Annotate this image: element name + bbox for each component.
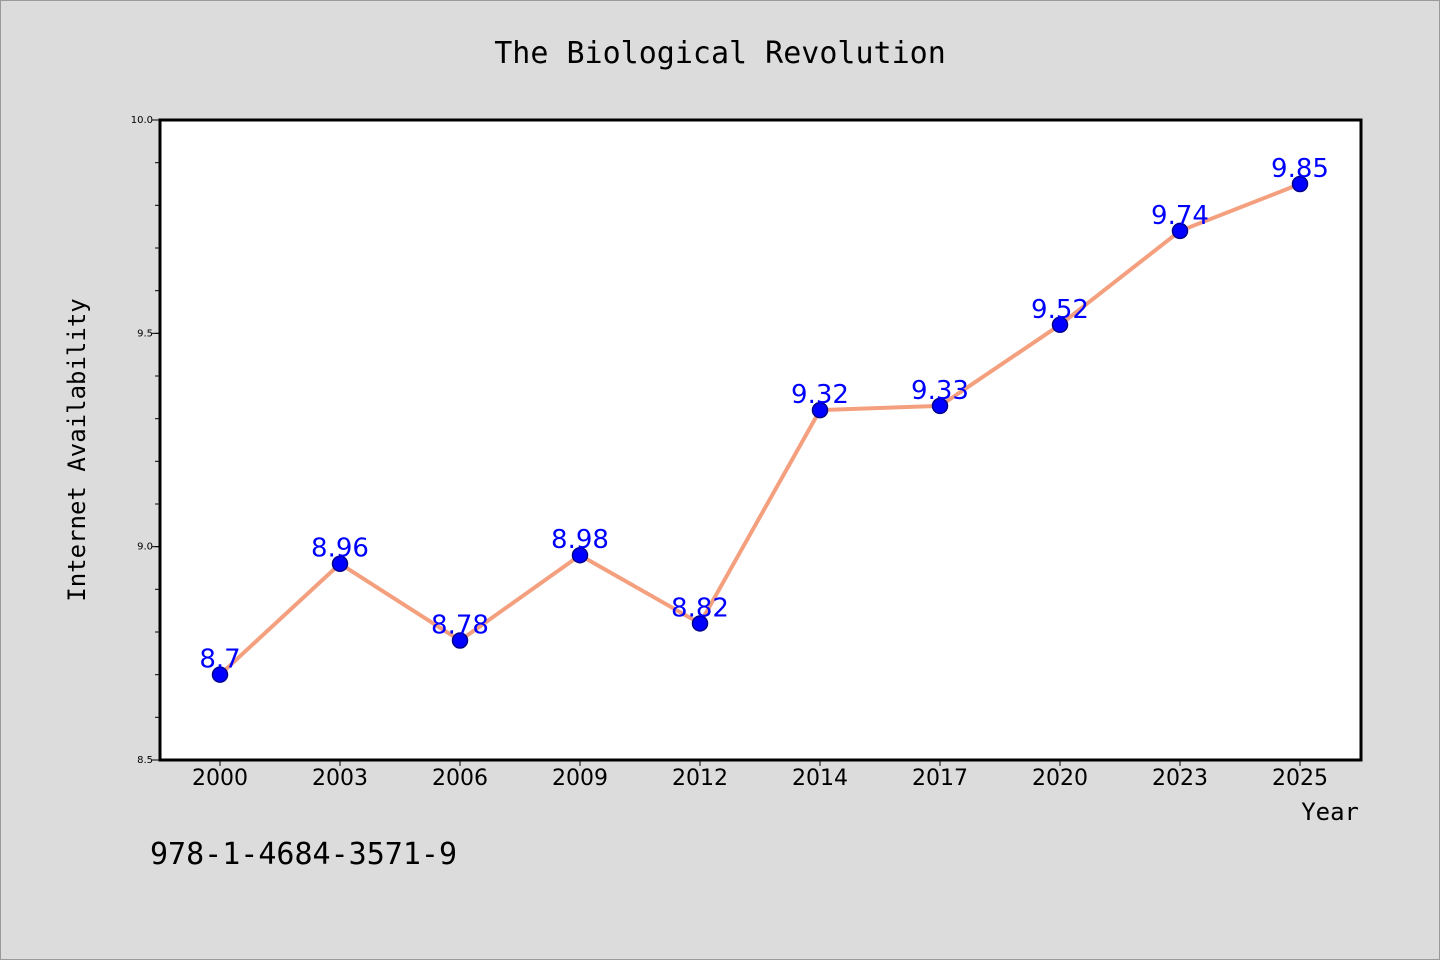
y-axis-label: Internet Availability: [63, 298, 91, 601]
data-point: [571, 546, 589, 564]
data-label: 8.7: [199, 645, 240, 675]
x-tick-label: 2003: [312, 766, 368, 791]
x-tick-label: 2009: [552, 766, 608, 791]
data-label: 8.82: [671, 593, 729, 623]
x-axis-label: Year: [1301, 798, 1359, 826]
data-point: [1171, 222, 1189, 240]
plot-area: [158, 118, 1363, 762]
footnote-isbn: 978-1-4684-3571-9: [150, 837, 457, 872]
series-line: [218, 182, 1301, 677]
data-label: 9.33: [911, 376, 969, 406]
x-tick-label: 2017: [912, 766, 968, 791]
data-label: 9.85: [1271, 154, 1329, 184]
x-tick-label: 2023: [1152, 766, 1208, 791]
chart-title: The Biological Revolution: [494, 36, 946, 71]
data-point: [691, 615, 709, 632]
x-axis: 2000 2003 2006 2009 2012 2014 2017 2020 2023 2025: [192, 760, 1328, 791]
data-point: [331, 555, 349, 572]
data-label: 9.32: [791, 380, 849, 410]
x-tick-label: 2014: [792, 766, 848, 791]
y-tick-label: 10.0: [131, 115, 153, 126]
x-tick-label: 2020: [1032, 766, 1088, 791]
data-label: 8.78: [431, 611, 489, 641]
data-label: 8.96: [311, 534, 369, 564]
data-label: 8.98: [551, 525, 609, 555]
y-axis: 8.5 9.0 9.5 10.0: [131, 115, 160, 766]
data-labels: 8.7 8.96 8.78 8.98 8.82 9.32 9.33 9.52 9.74 9.85: [199, 154, 1329, 675]
data-point: [931, 397, 949, 415]
data-label: 9.52: [1031, 295, 1089, 325]
y-tick-label: 9.5: [137, 328, 153, 339]
series-line-group: [211, 175, 1309, 683]
data-point: [811, 401, 829, 419]
data-point: [1051, 316, 1069, 334]
data-point: [1291, 175, 1309, 193]
data-point: [211, 666, 229, 683]
x-tick-label: 2006: [432, 766, 488, 791]
data-label: 9.74: [1151, 201, 1209, 231]
y-tick-label: 8.5: [137, 755, 153, 766]
data-point: [451, 632, 469, 649]
x-tick-label: 2000: [192, 766, 248, 791]
y-tick-label: 9.0: [137, 542, 153, 553]
x-tick-label: 2025: [1272, 766, 1328, 791]
x-tick-label: 2012: [672, 766, 728, 791]
